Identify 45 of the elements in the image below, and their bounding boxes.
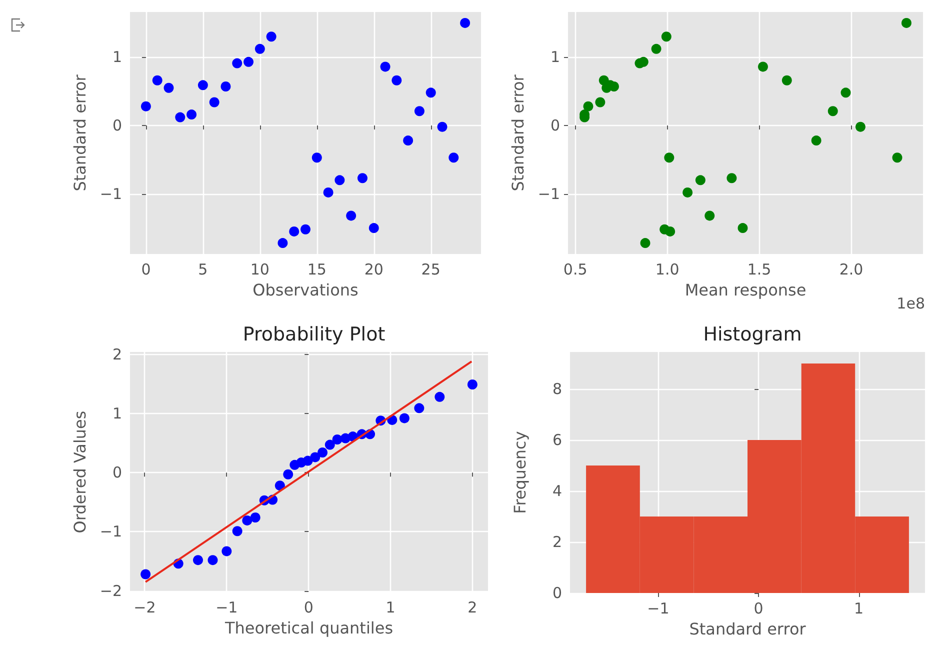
y-tick-label: −2 <box>100 582 122 600</box>
x-tick-label: 0 <box>754 600 764 618</box>
y-tick-label: 4 <box>552 482 562 500</box>
x-tick-label: −2 <box>134 598 156 616</box>
y-tick-label: −1 <box>100 184 122 203</box>
text: 1e8 <box>896 294 926 312</box>
y-axis-title: Standard error <box>508 74 528 192</box>
y-tick-label: −1 <box>538 184 560 203</box>
chart-title: Probability Plot <box>242 324 386 346</box>
x-axis-title: Theoretical quantiles <box>224 618 394 638</box>
x-tick-label: 1.5 <box>747 260 772 278</box>
y-tick-label: 6 <box>552 430 562 449</box>
x-tick-label: 1 <box>854 600 864 618</box>
x-tick-label: 1.0 <box>655 260 680 278</box>
y-tick-label: 0 <box>552 584 562 602</box>
y-axis-title: Standard error <box>70 74 90 192</box>
x-tick-label: 15 <box>307 260 326 278</box>
y-tick-label: 1 <box>550 48 560 66</box>
y-tick-label: 2 <box>112 345 122 364</box>
x-tick-label: 5 <box>198 260 208 278</box>
x-tick-label: −1 <box>647 600 670 618</box>
y-axis-title: Frequency <box>510 431 530 514</box>
y-tick-label: 1 <box>112 48 122 66</box>
y-tick-label: 0 <box>112 116 122 134</box>
x-tick-label: 20 <box>364 260 384 278</box>
x-tick-label: −1 <box>216 598 238 616</box>
x-tick-label: 2.0 <box>839 260 864 278</box>
x-axis-title: Standard error <box>689 620 806 638</box>
x-tick-label: 10 <box>250 260 270 278</box>
y-axis-title: Ordered Values <box>70 410 90 534</box>
y-tick-label: 2 <box>552 532 562 551</box>
x-tick-label: 0 <box>304 598 314 616</box>
y-tick-label: 8 <box>552 380 562 398</box>
y-tick-label: −1 <box>100 522 122 541</box>
y-tick-label: 1 <box>112 404 122 422</box>
x-tick-label: 2 <box>468 598 478 616</box>
y-tick-label: 0 <box>550 116 560 134</box>
x-tick-label: 25 <box>421 260 440 278</box>
x-tick-label: 1 <box>386 598 396 616</box>
x-axis-title: Mean response <box>684 280 806 300</box>
y-tick-label: 0 <box>112 464 122 482</box>
chart-title: Histogram <box>703 324 802 346</box>
x-tick-label: 0 <box>141 260 151 278</box>
x-axis-title: Observations <box>252 280 358 300</box>
x-tick-label: 0.5 <box>563 260 588 278</box>
